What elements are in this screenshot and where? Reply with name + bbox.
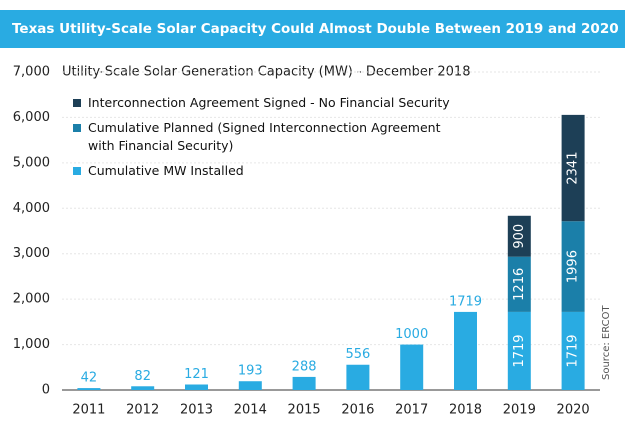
legend-label: Cumulative MW Installed <box>88 163 244 178</box>
x-tick-label: 2015 <box>288 403 321 418</box>
bar-segment <box>507 215 531 257</box>
y-tick-label: 1,000 <box>13 337 50 352</box>
value-label: 1719 <box>449 294 482 309</box>
value-label: 193 <box>238 364 263 379</box>
y-tick-label: 7,000 <box>13 65 50 80</box>
bar-segment <box>131 386 155 390</box>
value-label: 288 <box>292 359 317 374</box>
legend-swatch <box>73 124 81 132</box>
value-label: 1216 <box>512 268 527 301</box>
value-label: 1719 <box>512 334 527 367</box>
y-tick-label: 5,000 <box>13 155 50 170</box>
legend-swatch <box>73 167 81 175</box>
bar-segment <box>238 381 262 390</box>
legend-item: Cumulative MW Installed <box>73 162 453 180</box>
value-label: 42 <box>81 371 98 386</box>
y-tick-label: 4,000 <box>13 201 50 216</box>
y-tick-label: 6,000 <box>13 110 50 125</box>
legend-item: Cumulative Planned (Signed Interconnecti… <box>73 119 453 155</box>
bar-segment <box>454 311 477 390</box>
bar-segment <box>185 384 208 390</box>
bar-segment <box>507 256 531 312</box>
bar-segment <box>400 344 424 390</box>
source: Source: ERCOT <box>601 304 612 380</box>
chart-title: Texas Utility-Scale Solar Capacity Could… <box>12 21 619 37</box>
y-tick-label: 3,000 <box>13 246 50 261</box>
y-tick-label: 2,000 <box>13 292 50 307</box>
x-tick-label: 2011 <box>72 403 105 418</box>
value-label: 1719 <box>566 334 581 367</box>
bar-segment <box>292 376 316 390</box>
x-tick-label: 2017 <box>395 403 428 418</box>
legend-label: Interconnection Agreement Signed - No Fi… <box>88 95 450 110</box>
x-tick-label: 2020 <box>557 403 590 418</box>
x-tick-label: 2012 <box>126 403 159 418</box>
x-tick-label: 2018 <box>449 403 482 418</box>
x-tick-label: 2016 <box>341 403 374 418</box>
x-tick-label: 2014 <box>234 403 267 418</box>
bar-segment <box>346 364 370 390</box>
y-tick-label: 0 <box>42 383 50 398</box>
legend-label: Cumulative Planned (Signed Interconnecti… <box>88 120 441 153</box>
value-label: 1000 <box>395 327 428 342</box>
bar-segment <box>77 388 101 390</box>
value-label: 1996 <box>566 250 581 283</box>
value-label: 556 <box>345 347 370 362</box>
bar-segment <box>561 221 585 312</box>
legend-item: Interconnection Agreement Signed - No Fi… <box>73 94 453 112</box>
bar-segment <box>561 311 585 390</box>
value-label: 82 <box>134 369 151 384</box>
x-tick-label: 2013 <box>180 403 213 418</box>
legend: Interconnection Agreement Signed - No Fi… <box>73 94 453 187</box>
title-banner <box>0 10 625 48</box>
x-tick-label: 2019 <box>503 403 536 418</box>
value-label: 2341 <box>566 152 581 185</box>
legend-swatch <box>73 99 81 107</box>
bar-segment <box>561 114 585 222</box>
value-label: 121 <box>184 367 209 382</box>
value-label: 900 <box>512 224 527 249</box>
bar-segment <box>507 311 531 390</box>
